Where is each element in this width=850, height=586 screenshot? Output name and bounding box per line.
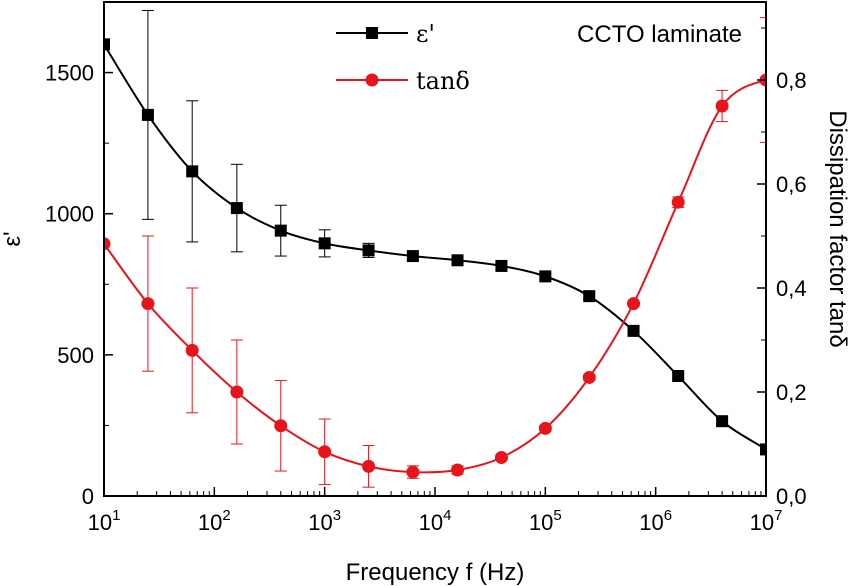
x-tick-label: 103: [308, 507, 341, 535]
data-point: [104, 237, 111, 251]
plot-area: [104, 9, 766, 488]
y-left-tick-label: 0: [82, 484, 94, 509]
y-axis-right: 0,0 0,2 0,4 0,6 0,8: [757, 27, 807, 509]
chart-annotation: CCTO laminate: [577, 21, 742, 48]
data-point: [230, 202, 243, 215]
data-point: [715, 99, 729, 113]
data-point: [539, 270, 552, 283]
series-1: [104, 17, 766, 488]
y-left-tick-label: 500: [57, 343, 94, 368]
y-right-tick-label: 0,2: [776, 380, 807, 405]
y-left-tick-label: 1000: [45, 202, 94, 227]
data-point: [406, 250, 419, 263]
legend-label-tan-delta: tanδ: [416, 67, 470, 95]
legend-marker-tan-delta: [365, 73, 379, 87]
data-point: [538, 421, 552, 435]
x-tick-label: 102: [198, 507, 231, 535]
data-point: [716, 415, 729, 428]
data-point: [362, 244, 375, 257]
y-axis-left-title: ε': [0, 231, 26, 246]
series-line: [104, 43, 766, 451]
data-point: [185, 343, 199, 357]
y-right-tick-label: 0,8: [776, 68, 807, 93]
y-right-tick-label: 0,4: [776, 276, 807, 301]
y-left-tick-label: 1500: [45, 61, 94, 86]
legend-item-tan-delta: tanδ: [336, 67, 470, 95]
data-point: [141, 297, 155, 311]
x-axis: 101 102 103 104 105 106 107: [88, 487, 783, 535]
data-point: [627, 297, 641, 311]
data-point: [760, 443, 766, 456]
y-right-tick-label: 0,0: [776, 484, 807, 509]
data-point: [582, 370, 596, 384]
y-axis-left: 0 500 1000 1500: [45, 61, 113, 509]
x-tick-label: 107: [750, 507, 783, 535]
data-point: [627, 324, 640, 337]
legend-item-epsilon: ε': [336, 20, 435, 48]
x-axis-title: Frequency f (Hz): [346, 559, 525, 586]
data-point: [230, 385, 244, 399]
x-tick-label: 104: [419, 507, 452, 535]
data-point: [362, 459, 376, 473]
data-point: [672, 370, 685, 383]
data-point: [274, 224, 287, 237]
data-point: [104, 38, 110, 51]
data-point: [451, 254, 464, 267]
x-tick-label: 101: [88, 507, 121, 535]
legend: ε' tanδ: [336, 20, 470, 95]
series-0: [104, 9, 766, 456]
data-point: [318, 237, 331, 250]
y-axis-right-title: Dissipation factor tanδ: [824, 110, 850, 347]
data-point: [406, 465, 420, 479]
data-point: [451, 463, 465, 477]
data-point: [141, 108, 154, 121]
series-line: [104, 78, 766, 474]
data-point: [318, 445, 332, 459]
data-point: [495, 259, 508, 272]
data-point: [583, 290, 596, 303]
data-point: [186, 165, 199, 178]
legend-label-epsilon: ε': [416, 20, 435, 48]
x-tick-label: 106: [639, 507, 672, 535]
x-tick-label: 105: [529, 507, 562, 535]
y-right-tick-label: 0,6: [776, 172, 807, 197]
legend-marker-epsilon: [366, 27, 378, 39]
data-point: [274, 419, 288, 433]
data-point: [494, 451, 508, 465]
data-point: [671, 195, 685, 209]
